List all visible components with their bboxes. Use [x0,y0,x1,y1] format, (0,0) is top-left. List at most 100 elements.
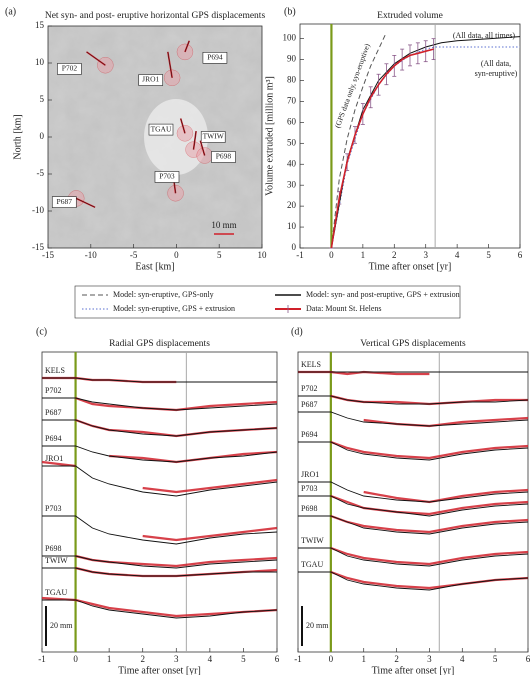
x-tick-label: -1 [296,250,304,260]
station-label: P698 [301,504,317,513]
arrow-shaft-core [180,118,186,134]
station-label: KELS [301,360,321,369]
y-tick-label: -5 [37,168,45,178]
x-tick-label: 4 [208,654,213,664]
x-axis-label: Time after onset [yr] [118,665,201,675]
y-tick-label: 60 [287,116,297,126]
annotation: syn-eruptive) [475,69,518,78]
station-data [109,450,278,464]
station-box [202,52,228,64]
x-axis-label: East [km] [135,261,174,272]
arrow-shaft-core [184,40,190,52]
station-model [42,377,277,383]
station-model [298,571,529,591]
y-tick-label: 15 [35,20,45,30]
x-tick-label: 0 [174,250,179,260]
y-tick-label: 0 [292,242,297,252]
station-model [298,547,529,567]
y-tick-label: -15 [32,242,44,252]
station-label: TWIW [301,536,324,545]
station-box [154,171,180,183]
panel-label: (b) [284,6,296,17]
x-tick-label: -5 [130,250,138,260]
x-tick-label: 3 [423,250,428,260]
x-tick-label: 0 [329,654,334,664]
annotation: (GPS data only, syn-eruptive) [333,42,372,129]
x-tick-label: 5 [486,250,491,260]
station-box [51,196,77,208]
station-label: P698 [216,152,232,161]
x-axis-label: Time after onset [yr] [369,261,452,272]
legend-label: Data: Mount St. Helens [306,304,382,313]
y-tick-label: 5 [40,94,45,104]
station-model [42,515,278,545]
legend-box [74,285,461,319]
arrow-shaft-core [200,140,205,156]
x-tick-label: 5 [493,654,498,664]
station-label: JRO1 [142,75,159,84]
legend-label: Model: syn-eruptive, GPS-only [113,290,214,299]
station-label: P703 [159,172,175,181]
annotation: (All data, all times) [453,31,516,40]
x-tick-label: 5 [241,654,246,664]
station-data [75,418,278,438]
arrow-shaft-core [86,51,106,66]
station-data [330,546,529,566]
station-data [330,494,529,516]
station-model [298,481,529,503]
station-label: P703 [301,484,317,493]
station-model [298,395,529,405]
y-axis-label: North [km] [12,114,23,159]
panel-label: (d) [291,326,303,337]
station-model [298,515,529,535]
model-line [330,46,520,249]
station-model [298,411,529,427]
station-model [42,419,278,437]
x-tick-label: -1 [294,654,302,664]
station-model [42,555,278,569]
x-tick-label: 6 [526,654,531,664]
station-label: P694 [45,434,61,443]
station-label: P698 [45,544,61,553]
x-tick-label: 4 [455,250,460,260]
station-data [41,596,278,618]
scale-bar-label: 20 mm [50,621,73,630]
legend-label: Model: syn- and post-eruptive, GPS + ext… [306,290,460,299]
station-data [330,394,528,406]
y-tick-label: 10 [287,221,297,231]
x-tick-label: 3 [427,654,432,664]
x-tick-label: 6 [275,654,280,664]
station-label: P702 [62,64,78,73]
y-tick-label: -10 [32,205,44,215]
station-model [42,445,278,463]
chart-title: Extruded volume [377,11,443,21]
x-tick-label: -10 [85,250,97,260]
station-label: KELS [45,366,65,375]
chart-title: Vertical GPS displacements [360,339,466,349]
station-model [298,441,529,461]
chart-title: Net syn- and post- eruptive horizontal G… [45,11,266,21]
x-tick-label: 0 [73,654,78,664]
station-label: JRO1 [301,470,319,479]
x-axis-label: Time after onset [yr] [372,665,455,675]
station-label: JRO1 [45,454,63,463]
station-label: TGAU [151,124,172,133]
station-data [330,440,529,460]
x-tick-label: -15 [42,250,54,260]
station-model [42,567,277,577]
x-tick-label: -1 [38,654,46,664]
station-label: TWIW [45,556,68,565]
x-tick-label: 5 [217,250,222,260]
station-box [200,131,226,143]
y-tick-label: 10 [35,57,45,67]
plot-frame [41,351,278,653]
station-model [42,465,278,497]
x-tick-label: 10 [258,250,268,260]
scale-bar-label: 20 mm [306,621,329,630]
x-tick-label: 2 [394,654,399,664]
y-axis-label: Volume extruded [million m³] [264,76,275,196]
station-box [138,74,164,86]
station-data [142,526,278,542]
station-label: P702 [301,384,317,393]
